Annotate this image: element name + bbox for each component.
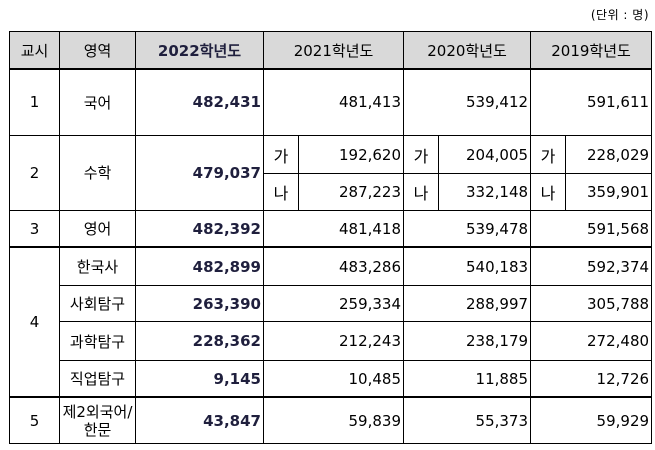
header-2021: 2021학년도	[262, 31, 405, 70]
area-cell: 영어	[59, 209, 136, 249]
value-2020: 11,885	[403, 359, 532, 399]
period-cell: 4	[9, 246, 60, 399]
period-cell: 1	[9, 67, 60, 136]
header-2020: 2020학년도	[403, 31, 532, 70]
table-row: 사회탐구 263,390 259,334 288,997 305,788	[10, 284, 653, 323]
value-2021: 259,334	[262, 284, 405, 323]
area-cell: 수학	[59, 134, 136, 211]
area-line-1: 제2외국어/	[62, 402, 133, 421]
table-row: 직업탐구 9,145 10,485 11,885 12,726	[10, 359, 653, 399]
sub-label-ga: 가	[403, 134, 440, 175]
table-row: 과학탐구 228,362 212,243 238,179 272,480	[10, 321, 653, 361]
value-2021: 10,485	[262, 359, 405, 399]
table-row: 2 수학 479,037 가 192,620 가 204,005 가 228,0…	[9, 134, 653, 211]
value-2021: 212,243	[262, 321, 405, 361]
value-2022: 43,847	[135, 396, 264, 445]
area-cell: 사회탐구	[59, 284, 136, 323]
table-row: 1 국어 482,431 481,413 539,412 591,611	[9, 67, 653, 136]
sub-label-na: 나	[263, 173, 299, 211]
area-cell: 제2외국어/ 한문	[59, 396, 136, 445]
area-line-2: 한문	[83, 420, 112, 439]
value-2020-na: 332,148	[438, 173, 532, 211]
value-2020: 539,412	[403, 67, 532, 136]
value-2019: 12,726	[530, 359, 653, 399]
value-2021: 481,413	[262, 67, 405, 136]
header-period: 교시	[9, 31, 60, 70]
area-cell: 한국사	[59, 246, 136, 286]
value-2020: 55,373	[403, 396, 532, 445]
value-2019: 592,374	[530, 246, 653, 286]
header-2019: 2019학년도	[530, 31, 653, 70]
value-2022: 482,431	[135, 67, 264, 136]
table-row: 5 제2외국어/ 한문 43,847 59,839 55,373 59,929	[9, 396, 653, 445]
table-row: 3 영어 482,392 481,418 539,478 591,568	[9, 209, 653, 249]
value-2022: 9,145	[135, 359, 264, 399]
value-2021: 59,839	[262, 396, 405, 445]
value-2021: 481,418	[262, 209, 405, 249]
value-2020: 540,183	[403, 246, 532, 286]
value-2020: 539,478	[403, 209, 532, 249]
period-cell: 2	[9, 134, 60, 211]
value-2021-ga: 192,620	[297, 134, 405, 175]
value-2020-ga: 204,005	[438, 134, 532, 175]
value-2022: 263,390	[135, 284, 264, 323]
exam-applicants-table: 교시 영역 2022학년도 2021학년도 2020학년도 2019학년도 1 …	[9, 31, 653, 445]
value-2019: 305,788	[530, 284, 653, 323]
header-2022: 2022학년도	[135, 31, 264, 70]
sub-label-ga: 가	[530, 134, 567, 175]
value-2019-ga: 228,029	[565, 134, 653, 175]
period-cell: 3	[9, 209, 60, 249]
value-2019-na: 359,901	[565, 173, 653, 211]
value-2021-na: 287,223	[297, 173, 405, 211]
table-row: 나 287,223 나 332,148 나 359,901	[10, 173, 653, 211]
area-cell: 국어	[59, 67, 136, 136]
header-row: 교시 영역 2022학년도 2021학년도 2020학년도 2019학년도	[9, 31, 653, 70]
value-2022: 482,392	[135, 209, 264, 249]
value-2020: 288,997	[403, 284, 532, 323]
unit-note: (단위 : 명)	[590, 8, 649, 22]
area-cell: 과학탐구	[59, 321, 136, 361]
table-row: 4 한국사 482,899 483,286 540,183 592,374	[9, 246, 653, 399]
value-2022: 482,899	[135, 246, 264, 286]
value-2019: 272,480	[530, 321, 653, 361]
value-2019: 591,611	[530, 67, 653, 136]
sub-label-na: 나	[403, 173, 440, 211]
sub-label-na: 나	[530, 173, 567, 211]
value-2019: 591,568	[530, 209, 653, 249]
value-2022: 228,362	[135, 321, 264, 361]
value-2021: 483,286	[262, 246, 405, 286]
header-area: 영역	[59, 31, 136, 70]
area-cell: 직업탐구	[59, 359, 136, 399]
value-2022: 479,037	[135, 134, 264, 211]
sub-label-ga: 가	[263, 134, 299, 175]
period-cell: 5	[9, 396, 60, 445]
value-2019: 59,929	[530, 396, 653, 445]
value-2020: 238,179	[403, 321, 532, 361]
